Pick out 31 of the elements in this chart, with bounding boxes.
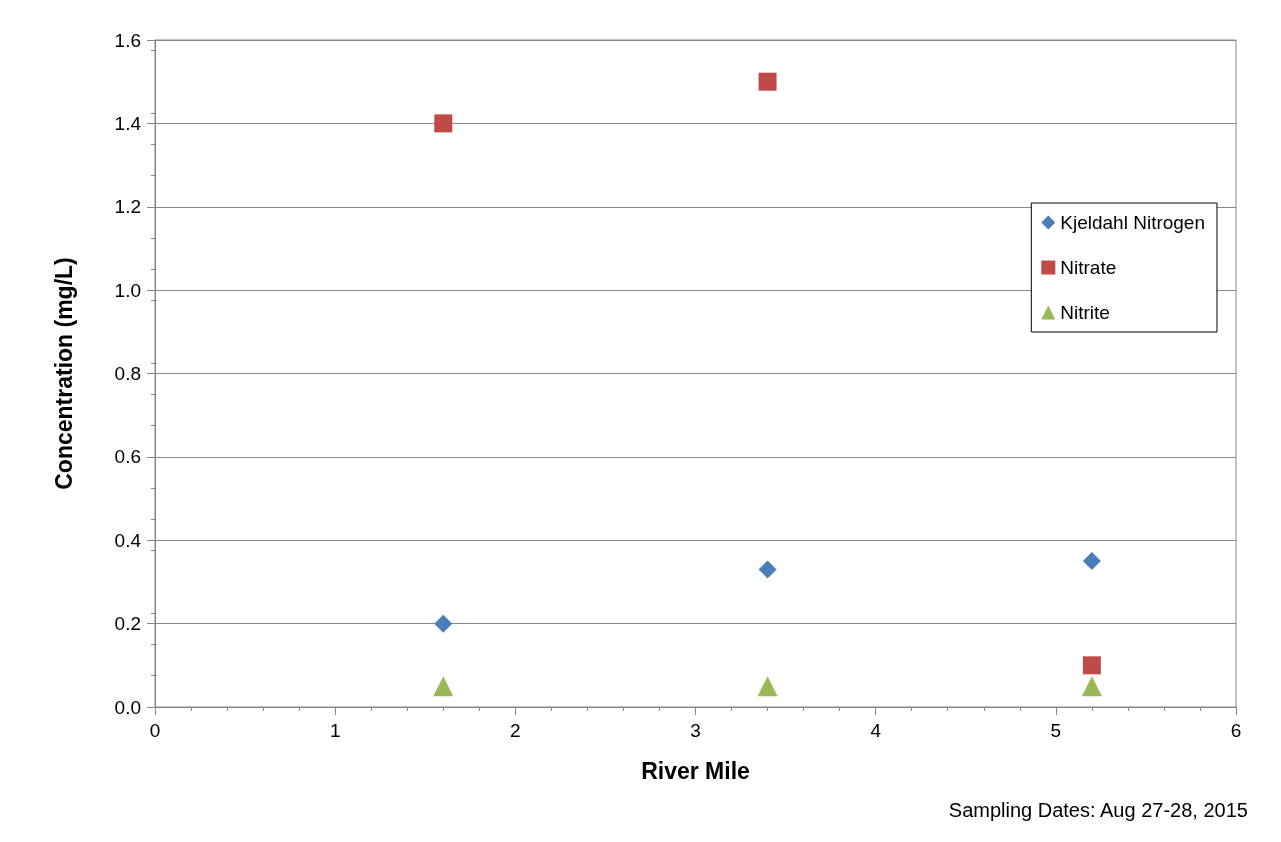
x-tick-label: 4 (870, 720, 882, 741)
y-tick-label: 0.8 (114, 363, 141, 384)
point (1082, 656, 1101, 675)
legend-label: Nitrite (1060, 302, 1110, 323)
x-tick-label: 3 (690, 720, 701, 741)
x-tick-label: 2 (510, 720, 521, 741)
x-tick-label: 1 (329, 720, 341, 741)
point (434, 114, 453, 133)
point (757, 676, 778, 697)
point (434, 614, 453, 633)
y-tick-label: 0.2 (114, 613, 141, 635)
y-axis-title: Concentration (mg/L) (50, 257, 77, 490)
y-tick-label: 1.4 (114, 112, 142, 134)
text: Sampling Dates: Aug 27-28, 2015 (948, 799, 1248, 821)
point (758, 72, 777, 91)
point (433, 676, 454, 697)
x-tick-label: 6 (1230, 720, 1242, 741)
x-tick-label: 0 (149, 720, 161, 741)
y-tick-label: 0.4 (114, 529, 142, 551)
legend-label: Nitrate (1060, 257, 1117, 278)
x-axis-title: River Mile (641, 757, 750, 784)
y-tick-label: 1.2 (114, 196, 141, 218)
point (1081, 676, 1102, 697)
point (1082, 552, 1101, 571)
legend-label: Kjeldahl Nitrogen (1060, 212, 1205, 233)
point (758, 560, 777, 579)
y-tick-label: 0.6 (114, 446, 141, 468)
y-tick-label: 1.6 (114, 29, 141, 51)
y-tick-label: 1.0 (114, 279, 141, 301)
x-tick-label: 5 (1050, 720, 1062, 741)
y-tick-label: 0.0 (114, 696, 141, 718)
